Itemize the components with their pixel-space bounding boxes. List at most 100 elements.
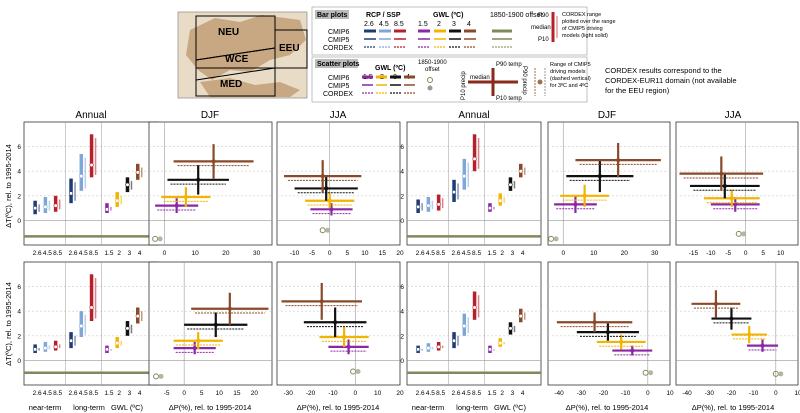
cordex-note-line-1: CORDEX results correspond to the [605, 66, 722, 75]
y-tick-label: 4 [17, 169, 21, 176]
bar-tick-label: 4 [521, 390, 525, 397]
bar-tick-label: 1.5 [487, 390, 496, 397]
x-tick-label: 5 [200, 390, 204, 397]
bar-median [104, 347, 110, 352]
bar-median [508, 326, 513, 331]
xlabel-jja-left: ΔP(%), rel. to 1995-2014 [297, 403, 380, 412]
bar-median [436, 202, 441, 207]
scatter-median-point [713, 301, 718, 306]
y-tick-label: 6 [17, 284, 21, 291]
scatter-median-point [729, 196, 734, 201]
bar-tick-label: 4.5 [43, 390, 52, 397]
bar-tick-label: 2.6 [69, 250, 78, 257]
panel-frame [148, 121, 273, 246]
cordex-note-line-2: CORDEX-EUR11 domain (not available [605, 76, 737, 85]
bar-tick-label: 8.5 [436, 390, 445, 397]
bar-median [53, 344, 58, 349]
bar-median [43, 204, 48, 209]
col-title-jja-1: JJA [330, 110, 347, 121]
bar-median [416, 204, 421, 209]
bar-legend-rcp-header: RCP / SSP [366, 12, 401, 19]
scatter-legend-offset-1: 1850-1900 [418, 60, 447, 66]
cordex-domain-note: CORDEX results correspond to the CORDEX-… [605, 66, 737, 95]
bar-legend-rcp85: 8.5 [394, 21, 404, 28]
bar-tick-label: 8.5 [53, 390, 62, 397]
scatter-median-point [722, 183, 727, 188]
bar-median [487, 347, 493, 352]
bar-legend-p90: P90 [538, 13, 549, 19]
bar-median [451, 338, 457, 343]
x-tick-label: 10 [374, 390, 382, 397]
bar-xlabel-long-right: long-term [456, 403, 488, 412]
x-tick-label: 15 [233, 390, 241, 397]
bar-tick-label: 8.5 [53, 250, 62, 257]
bar-legend-cordex-note-4: models (light solid) [562, 33, 608, 39]
y-tick-label: 0 [17, 218, 21, 225]
panel-wce-jja: -30 -20 -10 0 10 20 [276, 261, 404, 397]
scatter-legend-row-cmip6: CMIP6 [328, 75, 350, 82]
x-tick-label: 30 [651, 250, 659, 257]
x-tick-label: -10 [706, 250, 716, 257]
scatter-legend-row-cmip5: CMIP5 [328, 83, 350, 90]
y-tick-label: 0 [400, 358, 404, 365]
bar-xlabel-near-left: near-term [29, 403, 62, 412]
bar-tick-label: 1.5 [104, 250, 113, 257]
scatter-legend-title: Scatter plots [317, 61, 360, 68]
y-tick-label: 2 [400, 333, 404, 340]
x-tick-label: 20 [396, 390, 404, 397]
offset-marker [553, 236, 559, 242]
bar-tick-label: 2.6 [416, 250, 425, 257]
x-tick-label: 10 [794, 390, 800, 397]
bar-median [125, 326, 130, 331]
y-tick-label: 2 [17, 333, 21, 340]
x-tick-label: 0 [774, 390, 778, 397]
bar-median [426, 203, 431, 208]
bar-tick-label: 4.5 [462, 390, 471, 397]
panel-eeu-djf: 0 10 20 30 [547, 121, 671, 257]
bar-legend-row-cmip6: CMIP6 [328, 29, 350, 36]
y-tick-label: 2 [17, 193, 21, 200]
bar-legend-cordex-note-3: of CMIP5 driving [562, 26, 603, 32]
y-tick-label: 0 [400, 218, 404, 225]
x-tick-label: -40 [682, 390, 692, 397]
bar-tick-label: 1.5 [487, 250, 496, 257]
bar-median [426, 346, 431, 351]
bar-legend-gwl-header: GWL (ºC) [433, 12, 463, 19]
scatter-median-point [333, 320, 338, 325]
scatter-median-point [616, 158, 621, 163]
bar-tick-label: 8.5 [472, 250, 481, 257]
bar-legend-rcp26: 2.6 [364, 21, 374, 28]
x-tick-label: -20 [727, 390, 737, 397]
bar-tick-label: 3 [128, 250, 132, 257]
scatter-median-point [346, 344, 351, 349]
x-tick-label: 10 [192, 250, 200, 257]
bar-median [472, 305, 477, 310]
bar-tick-label: 4.5 [426, 250, 435, 257]
bar-tick-label: 4.5 [462, 250, 471, 257]
panel-frame [406, 261, 542, 386]
bar-tick-label: 1.5 [104, 390, 113, 397]
col-title-djf-1: DJF [201, 110, 219, 121]
bar-tick-label: 2 [500, 390, 504, 397]
panel-frame [547, 121, 671, 246]
y-tick-label: 4 [17, 309, 21, 316]
y-tick-label: 4 [400, 169, 404, 176]
x-tick-label: -20 [306, 390, 316, 397]
y-tick-label: 2 [400, 193, 404, 200]
bar-median [89, 162, 94, 168]
bar-tick-label: 2 [117, 250, 121, 257]
col-title-jja-2: JJA [725, 110, 742, 121]
xlabel-djf-left: ΔP(%), rel. to 1995-2014 [169, 403, 252, 412]
bar-median [79, 323, 84, 329]
scatter-legend-gwl-header: GWL (ºC) [375, 65, 405, 72]
y-tick-label: 6 [17, 144, 21, 151]
x-tick-label: 0 [163, 250, 167, 257]
panel-frame [276, 121, 401, 246]
scatter-legend-row-cordex: CORDEX [323, 91, 353, 98]
x-tick-label: -10 [328, 390, 338, 397]
scatter-legend-p90-precip: P90 precip [521, 66, 527, 95]
bar-median [451, 190, 457, 195]
